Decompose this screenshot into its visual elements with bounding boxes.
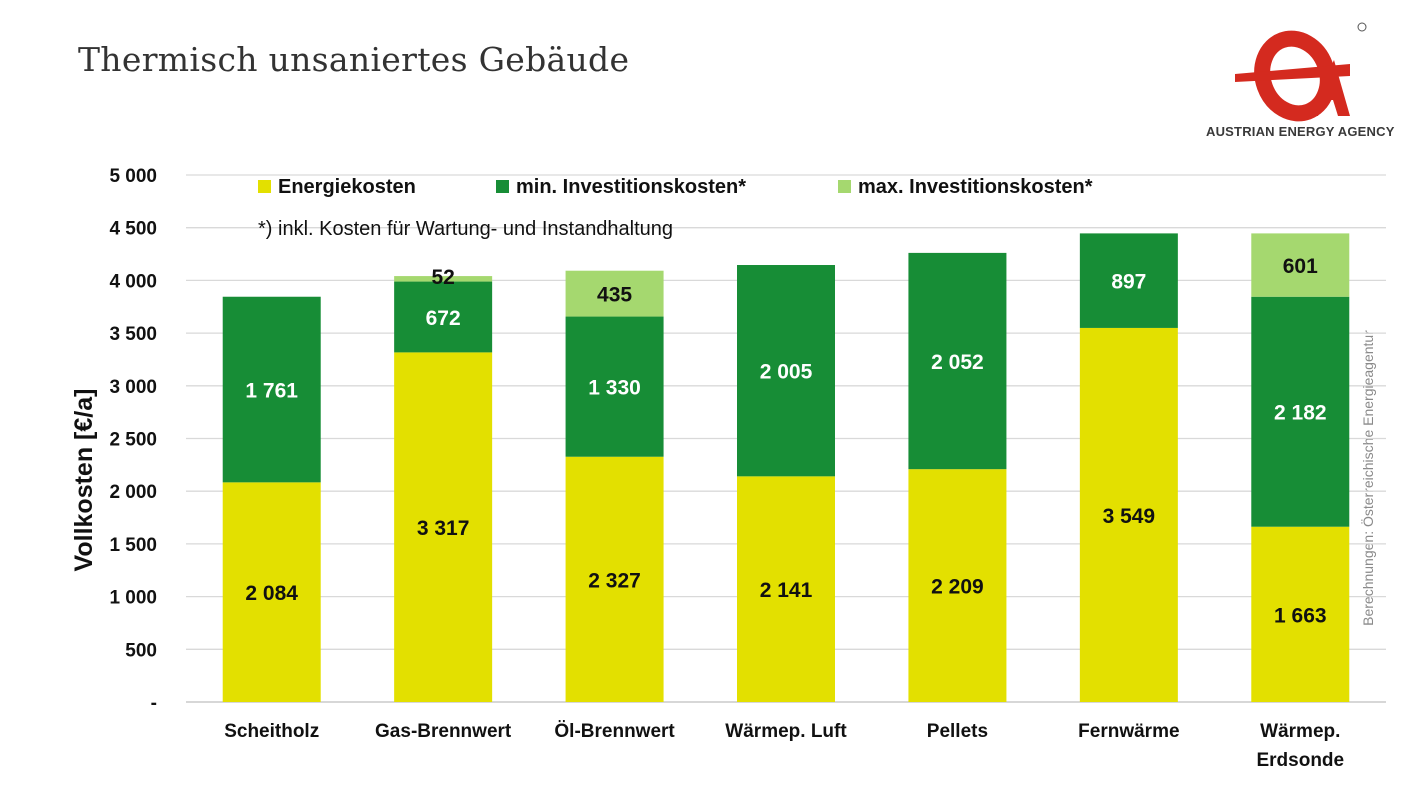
bar-segment bbox=[908, 252, 1007, 470]
x-tick-label: Scheitholz bbox=[224, 721, 319, 742]
bar-segment bbox=[394, 352, 493, 702]
y-tick-label: 1 500 bbox=[109, 535, 157, 556]
x-tick-label: Fernwärme bbox=[1078, 721, 1179, 742]
bar-value-label: 2 209 bbox=[931, 576, 984, 599]
bar-segment bbox=[737, 265, 835, 477]
x-axis-ticks: Scheitholz Gas-Brennwert Öl-Brennwert Wärme… bbox=[224, 721, 1344, 771]
bar-segment bbox=[737, 476, 835, 702]
bar-value-label: 2 005 bbox=[760, 361, 813, 384]
bar-value-label: 2 052 bbox=[931, 351, 984, 374]
bar-segment bbox=[394, 281, 493, 353]
austrian-energy-agency-logo bbox=[1235, 22, 1367, 122]
legend: Energiekosten min. Investitionskosten* max… bbox=[258, 176, 1093, 198]
bar-segment bbox=[1079, 233, 1178, 328]
x-tick-label: Wärmep. Luft bbox=[725, 721, 847, 742]
bar-value-label: 1 663 bbox=[1274, 604, 1327, 627]
bar-value-label: 2 182 bbox=[1274, 402, 1327, 425]
legend-swatch bbox=[258, 180, 271, 193]
bar-value-label: 897 bbox=[1111, 271, 1146, 294]
x-tick-label: Wärmep. bbox=[1260, 721, 1340, 742]
y-tick-label: 1 000 bbox=[109, 588, 157, 609]
bar-segment bbox=[222, 296, 321, 483]
bar-segment bbox=[565, 456, 664, 702]
bar-value-label: 3 317 bbox=[417, 517, 470, 540]
bar-segment bbox=[1251, 526, 1350, 702]
bars: 2 084 1 761 3 317 672 52 2 327 1 330 435 2 141 2 … bbox=[222, 233, 1350, 702]
y-axis-label: Vollkosten [€/a] bbox=[70, 389, 98, 572]
bar-segment bbox=[565, 270, 664, 317]
bar-segment bbox=[222, 482, 321, 702]
legend-label: min. Investitionskosten* bbox=[516, 176, 746, 198]
x-tick-label: Gas-Brennwert bbox=[375, 721, 512, 742]
bar-value-label: 601 bbox=[1283, 255, 1318, 278]
logo-text: AUSTRIAN ENERGY AGENCY bbox=[1206, 124, 1395, 139]
x-tick-label: Öl-Brennwert bbox=[554, 721, 675, 742]
chart-note: *) inkl. Kosten für Wartung- und Instand… bbox=[258, 218, 673, 240]
bar-value-label: 52 bbox=[431, 266, 454, 289]
bar-value-label: 3 549 bbox=[1103, 505, 1156, 528]
bar-segment bbox=[565, 316, 664, 457]
y-tick-label: 5 000 bbox=[109, 166, 157, 187]
y-tick-label: 2 500 bbox=[109, 430, 157, 451]
bar-value-label: 2 327 bbox=[588, 569, 641, 592]
bar-value-label: 1 330 bbox=[588, 377, 641, 400]
legend-swatch bbox=[838, 180, 851, 193]
bar-value-label: 2 084 bbox=[245, 582, 298, 605]
bar-value-label: 2 141 bbox=[760, 579, 813, 602]
bar-segment bbox=[394, 276, 493, 282]
bar-value-label: 435 bbox=[597, 284, 632, 307]
y-tick-label: 4 500 bbox=[109, 219, 157, 240]
y-tick-label: 3 500 bbox=[109, 324, 157, 345]
bar-value-label: 1 761 bbox=[245, 380, 298, 403]
bar-segment bbox=[908, 469, 1007, 702]
legend-label: Energiekosten bbox=[278, 176, 416, 198]
bar-segment bbox=[1079, 327, 1178, 702]
bar-segment bbox=[1251, 296, 1350, 527]
y-axis-ticks: - 500 1 000 1 500 2 000 2 500 3 000 3 500 4 000 4… bbox=[109, 166, 157, 714]
y-tick-label: - bbox=[151, 693, 157, 714]
legend-label: max. Investitionskosten* bbox=[858, 176, 1093, 198]
legend-swatch bbox=[496, 180, 509, 193]
y-tick-label: 2 000 bbox=[109, 482, 157, 503]
y-tick-label: 4 000 bbox=[109, 271, 157, 292]
y-tick-label: 3 000 bbox=[109, 377, 157, 398]
y-tick-label: 500 bbox=[125, 640, 157, 661]
bar-value-label: 672 bbox=[426, 307, 461, 330]
bar-segment bbox=[1251, 233, 1350, 297]
x-tick-label: Erdsonde bbox=[1256, 750, 1344, 771]
x-tick-label: Pellets bbox=[927, 721, 988, 742]
page-title: Thermisch unsaniertes Gebäude bbox=[78, 40, 630, 79]
